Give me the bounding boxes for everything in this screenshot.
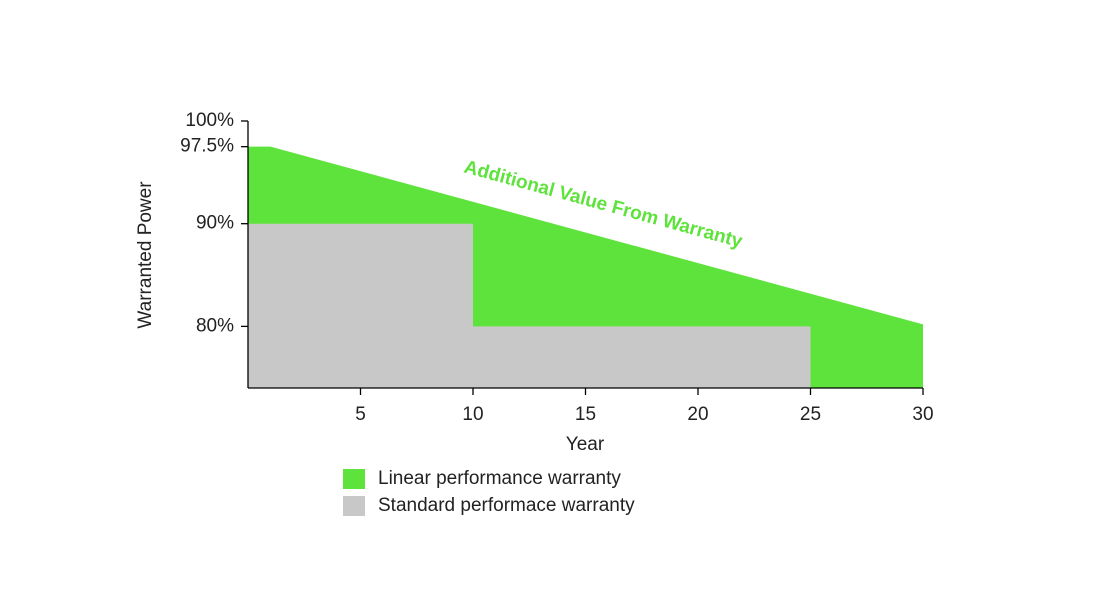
y-tick-label: 90% (196, 213, 234, 234)
legend-swatch (343, 469, 365, 489)
x-tick-label: 30 (912, 404, 933, 425)
legend-label: Standard performace warranty (378, 495, 635, 516)
y-tick-label: 97.5% (180, 136, 234, 157)
x-tick-label: 15 (575, 404, 596, 425)
legend-swatch (343, 496, 365, 516)
x-axis-title: Year (566, 434, 605, 455)
x-tick-label: 20 (687, 404, 708, 425)
y-tick-label: 80% (196, 315, 234, 336)
y-axis-title: Warranted Power (135, 181, 156, 329)
area (248, 223, 811, 388)
x-tick-label: 10 (462, 404, 483, 425)
y-tick-label: 100% (185, 110, 234, 131)
x-tick-label: 25 (800, 404, 821, 425)
x-tick-label: 5 (355, 404, 366, 425)
legend-label: Linear performance warranty (378, 468, 621, 489)
